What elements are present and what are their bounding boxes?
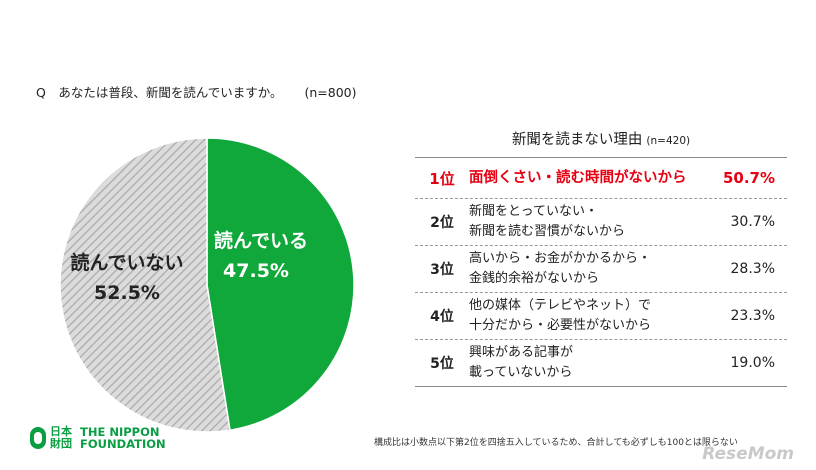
- reason-line: 高いから・お金がかかるから・: [469, 251, 652, 266]
- reason-row-5: 5位 興味がある記事が 載っていないから 19.0%: [415, 340, 787, 387]
- question-sample-size: (n=800): [304, 85, 357, 100]
- footnote: 構成比は小数点以下第2位を四捨五入しているため、合計しても必ずしも100とは限ら…: [374, 438, 738, 448]
- question-text: Q あなたは普段、新聞を読んでいますか。 (n=800): [36, 82, 356, 101]
- logo-en-line: FOUNDATION: [80, 437, 166, 451]
- slice-label-not-read-value: 52.5%: [94, 282, 160, 304]
- logo-jp-line: 財団: [50, 437, 72, 450]
- reason-row-2: 2位 新聞をとっていない・ 新聞を読む習慣がないから 30.7%: [415, 199, 787, 246]
- reason-line: 金銭的余裕がないから: [469, 271, 600, 286]
- reason-line: 興味がある記事が: [469, 345, 574, 360]
- reason-row-1: 1位 面倒くさい・読む時間がないから 50.7%: [415, 158, 787, 199]
- reason-percent: 50.7%: [722, 169, 775, 187]
- reason-line: 十分だから・必要性がないから: [469, 318, 652, 333]
- slice-label-not-read-name: 読んでいない: [70, 252, 184, 274]
- reason-line: 新聞を読む習慣がないから: [469, 224, 626, 239]
- slice-label-not-read: 読んでいない 52.5%: [68, 248, 186, 308]
- reason-row-3: 3位 高いから・お金がかかるから・ 金銭的余裕がないから 28.3%: [415, 246, 787, 293]
- pie-slice-not-read: [59, 137, 231, 433]
- reason-percent: 19.0%: [730, 355, 775, 371]
- logo-en-line: THE NIPPON: [80, 425, 160, 439]
- foundation-logo-icon: [30, 427, 46, 449]
- logo-english: THE NIPPON FOUNDATION: [80, 426, 166, 450]
- reason-percent: 23.3%: [730, 308, 775, 324]
- question-label: Q あなたは普段、新聞を読んでいますか。: [36, 85, 283, 100]
- reading-pie-chart: [59, 137, 355, 433]
- pie-slices: [59, 137, 355, 433]
- reason-text: 高いから・お金がかかるから・ 金銭的余裕がないから: [469, 249, 699, 289]
- slice-label-read: 読んでいる 47.5%: [214, 226, 309, 286]
- logo-jp-line: 日本: [50, 425, 72, 438]
- reasons-rows: 1位 面倒くさい・読む時間がないから 50.7% 2位 新聞をとっていない・ 新…: [415, 157, 787, 387]
- reason-percent: 28.3%: [730, 261, 775, 277]
- resemom-watermark: ReseMom: [702, 444, 794, 464]
- reason-text: 面倒くさい・読む時間がないから: [469, 168, 699, 188]
- reasons-sample-size: (n=420): [646, 135, 691, 147]
- rank-label: 4位: [430, 309, 454, 325]
- reason-line: 新聞をとっていない・: [469, 204, 598, 219]
- reason-text: 新聞をとっていない・ 新聞を読む習慣がないから: [469, 202, 699, 242]
- reason-text: 興味がある記事が 載っていないから: [469, 343, 699, 383]
- rank-label: 1位: [429, 169, 455, 188]
- reason-row-4: 4位 他の媒体（テレビやネット）で 十分だから・必要性がないから 23.3%: [415, 293, 787, 340]
- reason-line: 載っていないから: [469, 365, 573, 380]
- rank-label: 2位: [430, 215, 454, 231]
- logo-japanese: 日本 財団: [50, 426, 78, 450]
- reasons-title-text: 新聞を読まない理由: [511, 132, 643, 148]
- reasons-title: 新聞を読まない理由 (n=420): [415, 128, 787, 149]
- rank-label: 5位: [430, 356, 454, 372]
- pie-slice-read: [206, 137, 355, 432]
- rank-label: 3位: [430, 262, 454, 278]
- slice-label-read-name: 読んでいる: [214, 230, 309, 252]
- reasons-table: 新聞を読まない理由 (n=420) 1位 面倒くさい・読む時間がないから 50.7…: [415, 128, 787, 387]
- reason-percent: 30.7%: [730, 214, 775, 230]
- reason-text: 他の媒体（テレビやネット）で 十分だから・必要性がないから: [469, 296, 699, 336]
- nippon-foundation-logo: 日本 財団 THE NIPPON FOUNDATION: [30, 426, 166, 450]
- slice-label-read-value: 47.5%: [223, 260, 289, 282]
- reason-line: 他の媒体（テレビやネット）で: [469, 298, 652, 313]
- reason-line: 面倒くさい・読む時間がないから: [469, 170, 687, 186]
